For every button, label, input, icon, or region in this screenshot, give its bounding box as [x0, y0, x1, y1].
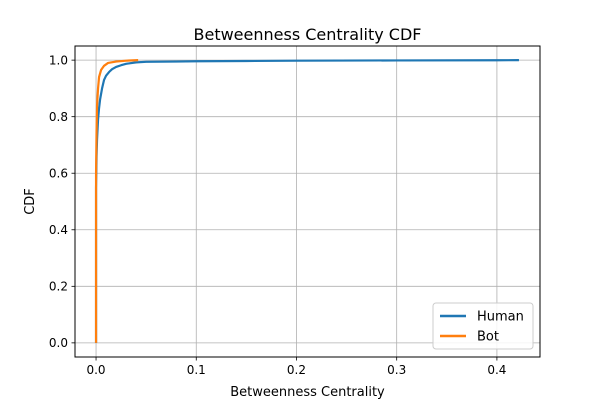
- legend-label-human: Human: [477, 310, 524, 325]
- y-tick-label: 0.2: [49, 280, 68, 294]
- y-axis-label: CDF: [23, 188, 38, 215]
- legend: Human Bot: [432, 302, 534, 350]
- x-tick-label: 0.2: [287, 363, 306, 377]
- x-axis-ticks: 0.0 0.1 0.2 0.3 0.4: [86, 357, 506, 377]
- legend-box: [432, 302, 534, 350]
- x-tick-label: 0.1: [187, 363, 206, 377]
- plot-lines: [94, 59, 519, 343]
- legend-label-bot: Bot: [477, 330, 499, 345]
- y-tick-label: 0.8: [49, 110, 68, 124]
- y-tick-label: 1.0: [49, 53, 68, 67]
- x-tick-label: 0.0: [86, 363, 105, 377]
- x-tick-label: 0.4: [487, 363, 506, 377]
- y-axis-ticks: 0.0 0.2 0.4 0.6 0.8 1.0: [49, 53, 75, 350]
- y-tick-label: 0.6: [49, 167, 68, 181]
- y-tick-label: 0.4: [49, 223, 68, 237]
- chart-title: Betweenness Centrality CDF: [194, 25, 422, 44]
- x-axis-label: Betweenness Centrality: [230, 385, 385, 400]
- series-line-human: [94, 59, 519, 343]
- x-tick-label: 0.3: [387, 363, 406, 377]
- series-line-bot: [94, 59, 139, 343]
- plot-frame: [74, 45, 541, 358]
- y-tick-label: 0.0: [49, 336, 68, 350]
